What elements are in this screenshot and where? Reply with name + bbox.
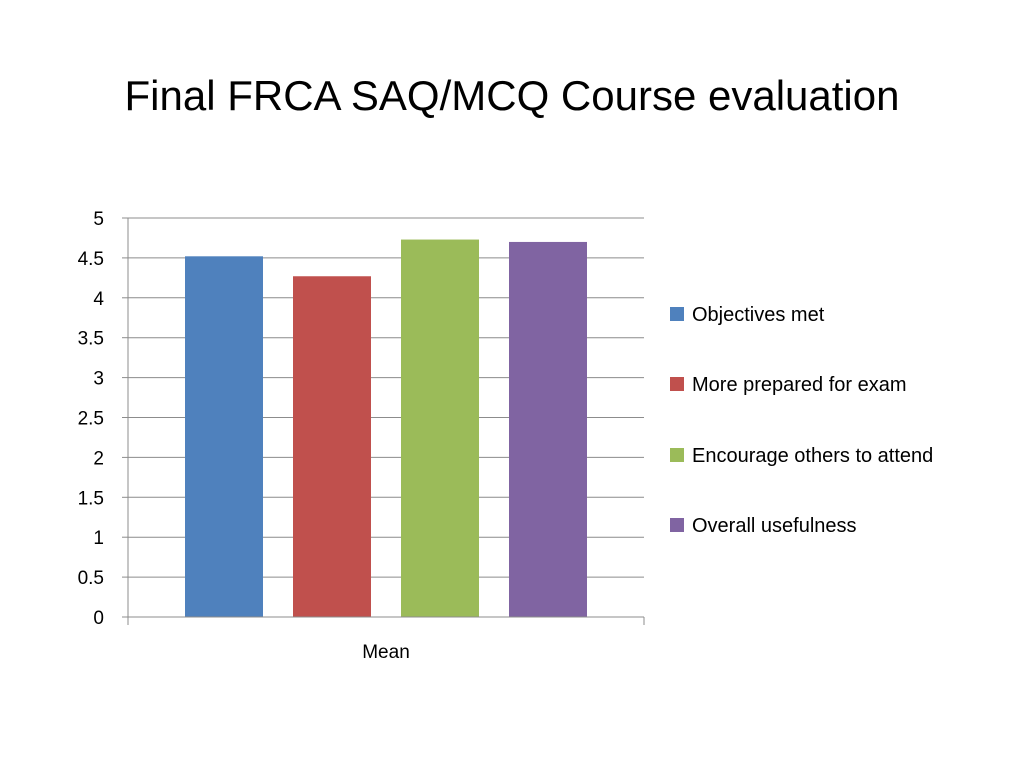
y-tick-label: 0 — [93, 608, 104, 629]
y-tick-label: 4 — [93, 289, 104, 310]
y-tick-label: 4.5 — [78, 249, 104, 270]
legend-swatch — [670, 377, 684, 391]
y-tick-label: 1.5 — [78, 488, 104, 509]
legend-label: Overall usefulness — [692, 515, 857, 537]
y-tick-label: 1 — [93, 528, 104, 549]
bar — [401, 239, 479, 617]
y-tick-label: 0.5 — [78, 568, 104, 589]
bar — [185, 256, 263, 617]
legend-swatch — [670, 448, 684, 462]
bar — [509, 241, 587, 617]
legend-swatch — [670, 518, 684, 532]
y-tick-label: 3 — [93, 369, 104, 390]
x-category-label: Mean — [362, 642, 410, 663]
legend-label: Objectives met — [692, 304, 825, 326]
bars — [185, 239, 587, 617]
y-tick-label: 5 — [93, 209, 104, 230]
legend-swatch — [670, 307, 684, 321]
y-tick-label: 3.5 — [78, 329, 104, 350]
legend-label: Encourage others to attend — [692, 445, 933, 467]
y-tick-label: 2 — [93, 448, 104, 469]
legend-label: More prepared for exam — [692, 374, 907, 396]
axes — [122, 217, 645, 625]
legend: Objectives met More prepared for exam Enco… — [670, 304, 933, 537]
y-tick-label: 2.5 — [78, 409, 104, 430]
bar — [293, 276, 371, 617]
slide-title: Final FRCA SAQ/MCQ Course evaluation — [124, 72, 900, 119]
y-tick-labels: 0 0.5 1 1.5 2 2.5 3 3.5 4 4.5 5 — [78, 209, 105, 629]
